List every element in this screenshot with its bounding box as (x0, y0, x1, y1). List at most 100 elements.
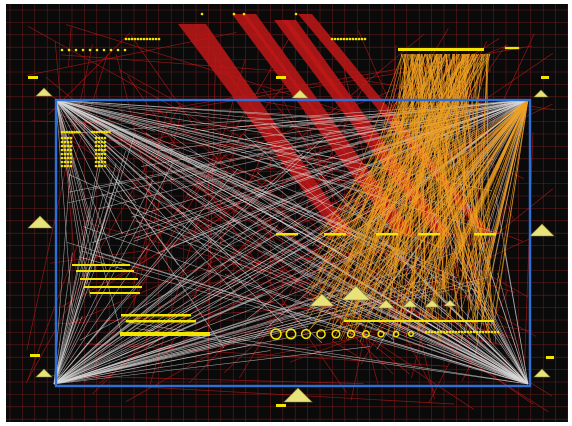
top-connector-right[interactable] (330, 37, 367, 41)
white-net-line (391, 99, 529, 340)
white-net-line (53, 140, 486, 385)
via-ring-2[interactable] (300, 328, 312, 340)
pad-dot (463, 330, 467, 334)
left-grid-row[interactable] (60, 144, 73, 148)
via-ring-1[interactable] (285, 328, 297, 340)
left-grid-row[interactable] (94, 136, 107, 140)
left-grid-row[interactable] (60, 164, 73, 168)
pcb-canvas[interactable] (6, 4, 568, 422)
left-grid-row[interactable] (60, 160, 73, 164)
left-grid-row[interactable] (94, 152, 107, 156)
bottom-triangle-2[interactable] (377, 299, 395, 309)
top-center-cluster[interactable] (291, 89, 309, 99)
mid-component-4[interactable] (474, 233, 496, 236)
white-net-line (55, 99, 155, 132)
red-net-line (116, 54, 171, 277)
orange-net-line (360, 53, 448, 239)
mid-component-2[interactable] (376, 233, 398, 236)
left-bar-3[interactable] (80, 278, 138, 280)
bottom-triangle-4[interactable] (424, 299, 440, 308)
top-pin[interactable] (294, 12, 298, 16)
left-grid-row[interactable] (94, 148, 107, 152)
left-grid-row[interactable] (94, 156, 107, 160)
via-ring-3[interactable] (316, 329, 326, 339)
white-net-line (53, 132, 485, 385)
top-center-label[interactable] (276, 76, 286, 79)
left-bar-1[interactable] (72, 264, 130, 266)
pad-dot (504, 46, 508, 50)
bottom-pin-row[interactable] (424, 330, 500, 334)
via-ring-5[interactable] (346, 329, 356, 339)
bottom-triangle-0[interactable] (309, 293, 335, 307)
left-grid-row[interactable] (90, 130, 111, 134)
via-ring-4[interactable] (331, 329, 341, 339)
pad-dot (69, 148, 73, 152)
corner-label-bl[interactable] (30, 354, 40, 357)
bottom-right-bus[interactable] (344, 320, 494, 322)
bottom-center-cluster[interactable] (283, 387, 313, 403)
via-ring-8[interactable] (392, 330, 400, 338)
orange-net-line (344, 53, 421, 257)
right-mid-cluster[interactable] (529, 223, 555, 237)
left-bar-8[interactable] (120, 332, 210, 336)
pad-dot (60, 140, 64, 144)
left-grid-row[interactable] (60, 148, 73, 152)
mid-component-0[interactable] (276, 233, 298, 236)
triangle-footprint (35, 368, 53, 378)
top-pin[interactable] (200, 12, 204, 16)
left-grid-row[interactable] (94, 144, 107, 148)
bottom-triangle-5[interactable] (443, 299, 457, 307)
white-net-line (55, 99, 257, 268)
left-grid-row[interactable] (94, 160, 107, 164)
left-grid-row[interactable] (60, 140, 73, 144)
orange-net-line (326, 99, 529, 239)
corner-label-tr[interactable] (541, 76, 549, 79)
white-net-line (53, 350, 271, 385)
corner-cluster-br[interactable] (533, 368, 551, 378)
top-right-pin-diag[interactable] (504, 46, 520, 50)
top-connector-left[interactable] (124, 37, 161, 41)
via-ring-9[interactable] (407, 330, 415, 338)
bottom-center-label[interactable] (276, 404, 286, 407)
left-bar-5[interactable] (90, 292, 140, 294)
bottom-triangle-3[interactable] (402, 299, 418, 308)
corner-label-br[interactable] (546, 356, 554, 359)
white-net-line (237, 99, 529, 128)
left-bar-4[interactable] (84, 286, 142, 288)
component-footprints[interactable] (27, 12, 555, 407)
corner-label-tl[interactable] (28, 76, 38, 79)
white-net-line (55, 99, 363, 266)
left-grid-row[interactable] (60, 152, 73, 156)
via-ring-6[interactable] (362, 330, 370, 338)
left-bar-6[interactable] (121, 314, 191, 317)
top-right-bus-bar[interactable] (398, 48, 484, 51)
top-left-pin-row[interactable] (60, 48, 127, 52)
left-grid-row[interactable] (60, 136, 73, 140)
mid-component-1[interactable] (324, 233, 346, 236)
pad-dot (424, 330, 428, 334)
left-bar-7[interactable] (126, 320, 196, 323)
left-mid-cluster[interactable] (27, 215, 53, 229)
left-bar-2[interactable] (76, 270, 134, 272)
corner-cluster-tr[interactable] (533, 89, 549, 98)
pad-dot (66, 160, 70, 164)
left-grid-row[interactable] (94, 140, 107, 144)
left-grid-row[interactable] (94, 164, 107, 168)
bottom-triangle-1[interactable] (341, 285, 371, 301)
corner-cluster-tl[interactable] (35, 87, 53, 97)
pad-dot (100, 156, 104, 160)
pad-dot (342, 37, 346, 41)
top-pin-pair[interactable] (232, 12, 246, 16)
orange-net-line (427, 53, 445, 289)
mid-component-3[interactable] (418, 233, 440, 236)
orange-net-line (373, 53, 476, 244)
left-grid-row[interactable] (60, 130, 81, 134)
via-ring-0[interactable] (270, 328, 282, 340)
corner-cluster-bl[interactable] (35, 368, 53, 378)
white-net-line (110, 129, 529, 385)
pad-dot (69, 140, 73, 144)
left-grid-row[interactable] (60, 156, 73, 160)
pad-dot (95, 130, 99, 134)
via-ring-7[interactable] (377, 330, 385, 338)
